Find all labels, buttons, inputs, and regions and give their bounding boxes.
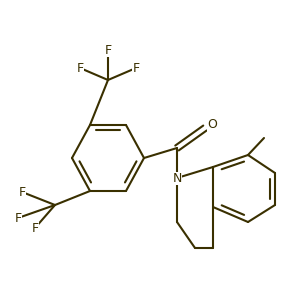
Text: F: F — [76, 62, 84, 74]
Text: O: O — [207, 119, 217, 131]
Text: F: F — [32, 222, 38, 234]
Text: F: F — [14, 211, 22, 225]
Text: F: F — [132, 62, 139, 74]
Text: F: F — [104, 44, 112, 56]
Text: F: F — [18, 185, 26, 199]
Text: N: N — [172, 171, 182, 185]
